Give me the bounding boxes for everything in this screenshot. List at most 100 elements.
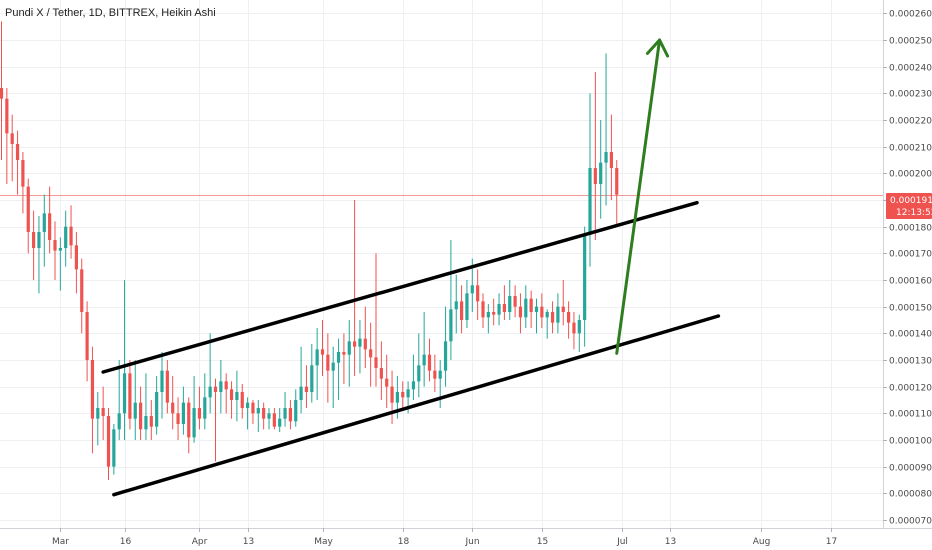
candles: [0, 21, 619, 480]
candle-body: [417, 365, 421, 382]
candle-body: [246, 402, 250, 408]
candle-body: [37, 232, 41, 248]
y-tick-label: 0.00012000: [889, 384, 932, 394]
candle-down: [240, 384, 244, 419]
candle-body: [224, 381, 228, 390]
candle-up: [556, 293, 560, 334]
candle-body: [411, 381, 416, 390]
candle-down: [401, 381, 405, 408]
y-tick-label: 0.00016000: [889, 277, 932, 287]
candle-down: [101, 386, 105, 440]
time-axis[interactable]: Mar 16 Apr 13 May 18 Jun 15 Jul 13 Aug 17: [52, 528, 837, 547]
candle-body: [497, 304, 501, 315]
candle-body: [213, 386, 218, 392]
x-tick-label: 16: [120, 537, 132, 547]
candle-body: [187, 402, 191, 438]
x-tick-label: 15: [537, 537, 548, 547]
candle-body: [101, 408, 105, 416]
candle-body: [256, 408, 260, 414]
candle-down: [229, 381, 234, 419]
candle-body: [438, 370, 442, 379]
candle-up: [256, 400, 260, 432]
candle-body: [524, 298, 528, 318]
y-tick-label: 0.00011000: [889, 410, 932, 420]
candle-body: [262, 408, 266, 419]
candle-body: [171, 402, 175, 414]
upper-channel-line[interactable]: [101, 200, 699, 374]
breakout-arrow[interactable]: [615, 38, 670, 355]
candle-down: [176, 397, 180, 440]
x-tick-label: 17: [826, 537, 837, 547]
candle-up: [599, 120, 603, 219]
price-tag: 0.00019192 12:13:52: [886, 193, 932, 219]
chart-title: Pundi X / Tether, 1D, BITTREX, Heikin As…: [5, 7, 216, 19]
candle-body: [299, 386, 303, 400]
candle-down: [0, 21, 4, 160]
candle-body: [609, 152, 613, 168]
y-tick-label: 0.00022000: [889, 117, 932, 127]
candle-up: [465, 280, 469, 328]
candle-up: [96, 392, 100, 446]
candle-up: [454, 274, 458, 334]
arrow-head: [645, 38, 670, 58]
candle-body: [529, 298, 533, 312]
candle-body: [139, 402, 143, 430]
candle-up: [347, 320, 351, 387]
candle-body: [540, 306, 544, 318]
candle-body: [331, 362, 335, 371]
y-tick-label: 0.00009000: [889, 464, 932, 474]
x-tick-label: Aug: [753, 537, 771, 547]
price-tag-bg: [886, 193, 932, 219]
candle-body: [353, 341, 357, 347]
candle-body: [374, 357, 378, 368]
x-tick-label: Jul: [616, 537, 628, 547]
candle-body: [74, 245, 78, 270]
candle-body: [304, 386, 309, 392]
candle-body: [90, 360, 95, 419]
y-tick-label: 0.00008000: [889, 490, 932, 500]
candle-body: [486, 312, 490, 318]
candle-up: [294, 389, 298, 427]
candle-body: [427, 354, 432, 371]
y-tick-label: 0.00007000: [889, 517, 932, 527]
candle-down: [197, 386, 202, 430]
candle-up: [310, 344, 314, 403]
candle-up: [577, 314, 581, 352]
candle-up: [246, 397, 250, 430]
candle-body: [406, 389, 410, 398]
candle-down: [363, 306, 367, 368]
candle-body: [53, 240, 57, 251]
candle-body: [197, 408, 202, 419]
candle-down: [262, 402, 266, 430]
y-tick-label: 0.00018000: [889, 224, 932, 234]
candle-down: [171, 376, 175, 430]
candle-up: [336, 338, 341, 400]
candle-body: [454, 301, 458, 310]
candle-down: [481, 293, 485, 328]
candle-body: [567, 312, 571, 323]
candle-up: [588, 93, 592, 267]
x-tick-label: 18: [398, 537, 410, 547]
candle-body: [208, 386, 212, 398]
candle-body: [347, 341, 351, 355]
candle-body: [15, 144, 20, 160]
candle-down: [224, 373, 228, 414]
candle-down: [304, 365, 309, 408]
candle-up: [283, 392, 287, 427]
candle-body: [267, 413, 271, 419]
candle-down: [427, 338, 432, 382]
x-tick-label: 13: [243, 537, 254, 547]
axes: [0, 0, 932, 529]
candle-body: [122, 373, 127, 414]
candle-body: [395, 392, 399, 403]
candle-down: [572, 312, 576, 350]
x-tick-label: Mar: [52, 537, 69, 547]
candle-body: [476, 285, 480, 302]
candle-up: [604, 53, 608, 206]
candle-down: [369, 322, 373, 387]
candle-body: [155, 392, 159, 427]
x-tick-label: Jun: [464, 537, 479, 547]
candle-body: [69, 226, 73, 246]
price-axis[interactable]: 0.00007000 0.00008000 0.00009000 0.00010000…: [883, 10, 932, 527]
